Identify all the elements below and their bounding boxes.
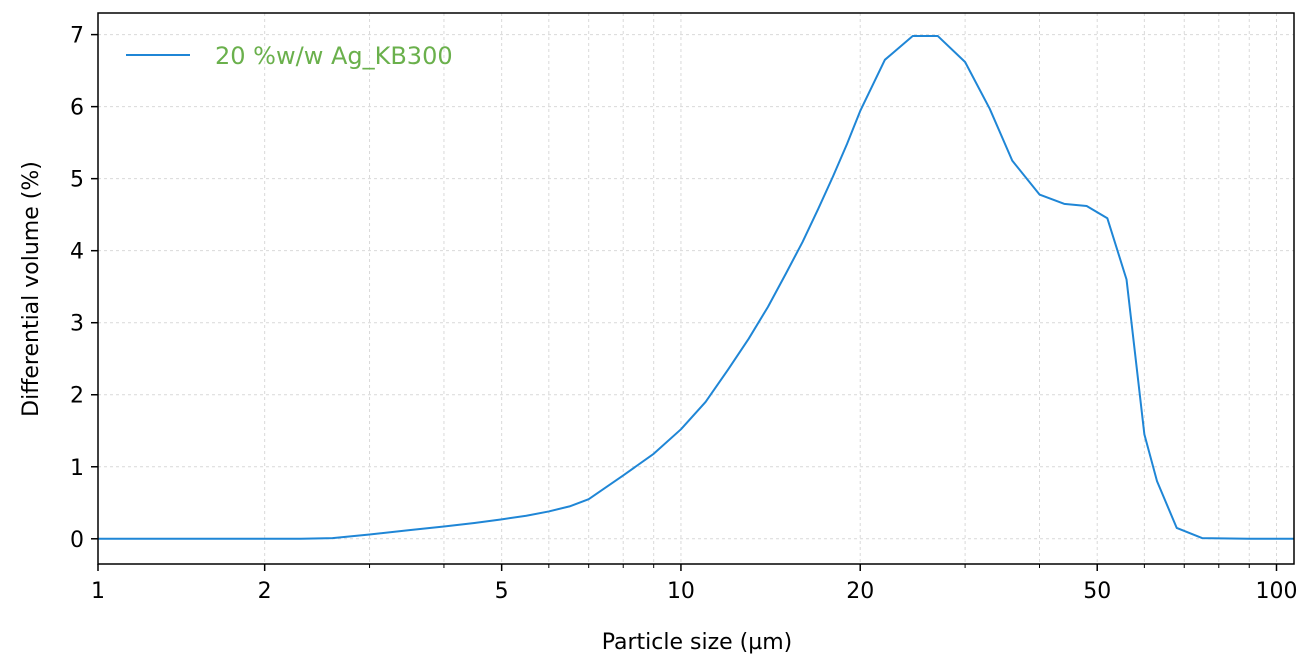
x-axis-title: Particle size (µm) <box>602 630 793 655</box>
x-tick-label: 5 <box>495 579 509 604</box>
legend: 20 %w/w Ag_KB300 <box>126 42 453 70</box>
y-tick-label: 1 <box>70 456 84 481</box>
series-line <box>98 35 1294 540</box>
y-axis-title: Differential volume (%) <box>19 161 44 417</box>
x-tick-label: 20 <box>846 579 874 604</box>
x-tick-label: 2 <box>258 579 272 604</box>
y-tick-label: 6 <box>70 96 84 121</box>
x-tick-label: 100 <box>1256 579 1298 604</box>
y-axis: 0 1 2 3 4 5 6 7 <box>70 24 98 553</box>
x-axis: 1 2 5 10 20 50 100 <box>91 564 1298 604</box>
series-layer <box>98 35 1294 540</box>
x-tick-label: 1 <box>91 579 105 604</box>
x-tick-label: 50 <box>1083 579 1111 604</box>
y-tick-label: 5 <box>70 168 84 193</box>
legend-label: 20 %w/w Ag_KB300 <box>215 42 453 70</box>
y-tick-label: 2 <box>70 384 84 409</box>
plot-frame <box>97 12 1295 565</box>
y-tick-label: 3 <box>70 312 84 337</box>
y-tick-label: 4 <box>70 240 84 265</box>
y-tick-label: 7 <box>70 24 84 49</box>
y-tick-label: 0 <box>70 528 84 553</box>
grid <box>98 13 1294 564</box>
x-tick-label: 10 <box>667 579 695 604</box>
